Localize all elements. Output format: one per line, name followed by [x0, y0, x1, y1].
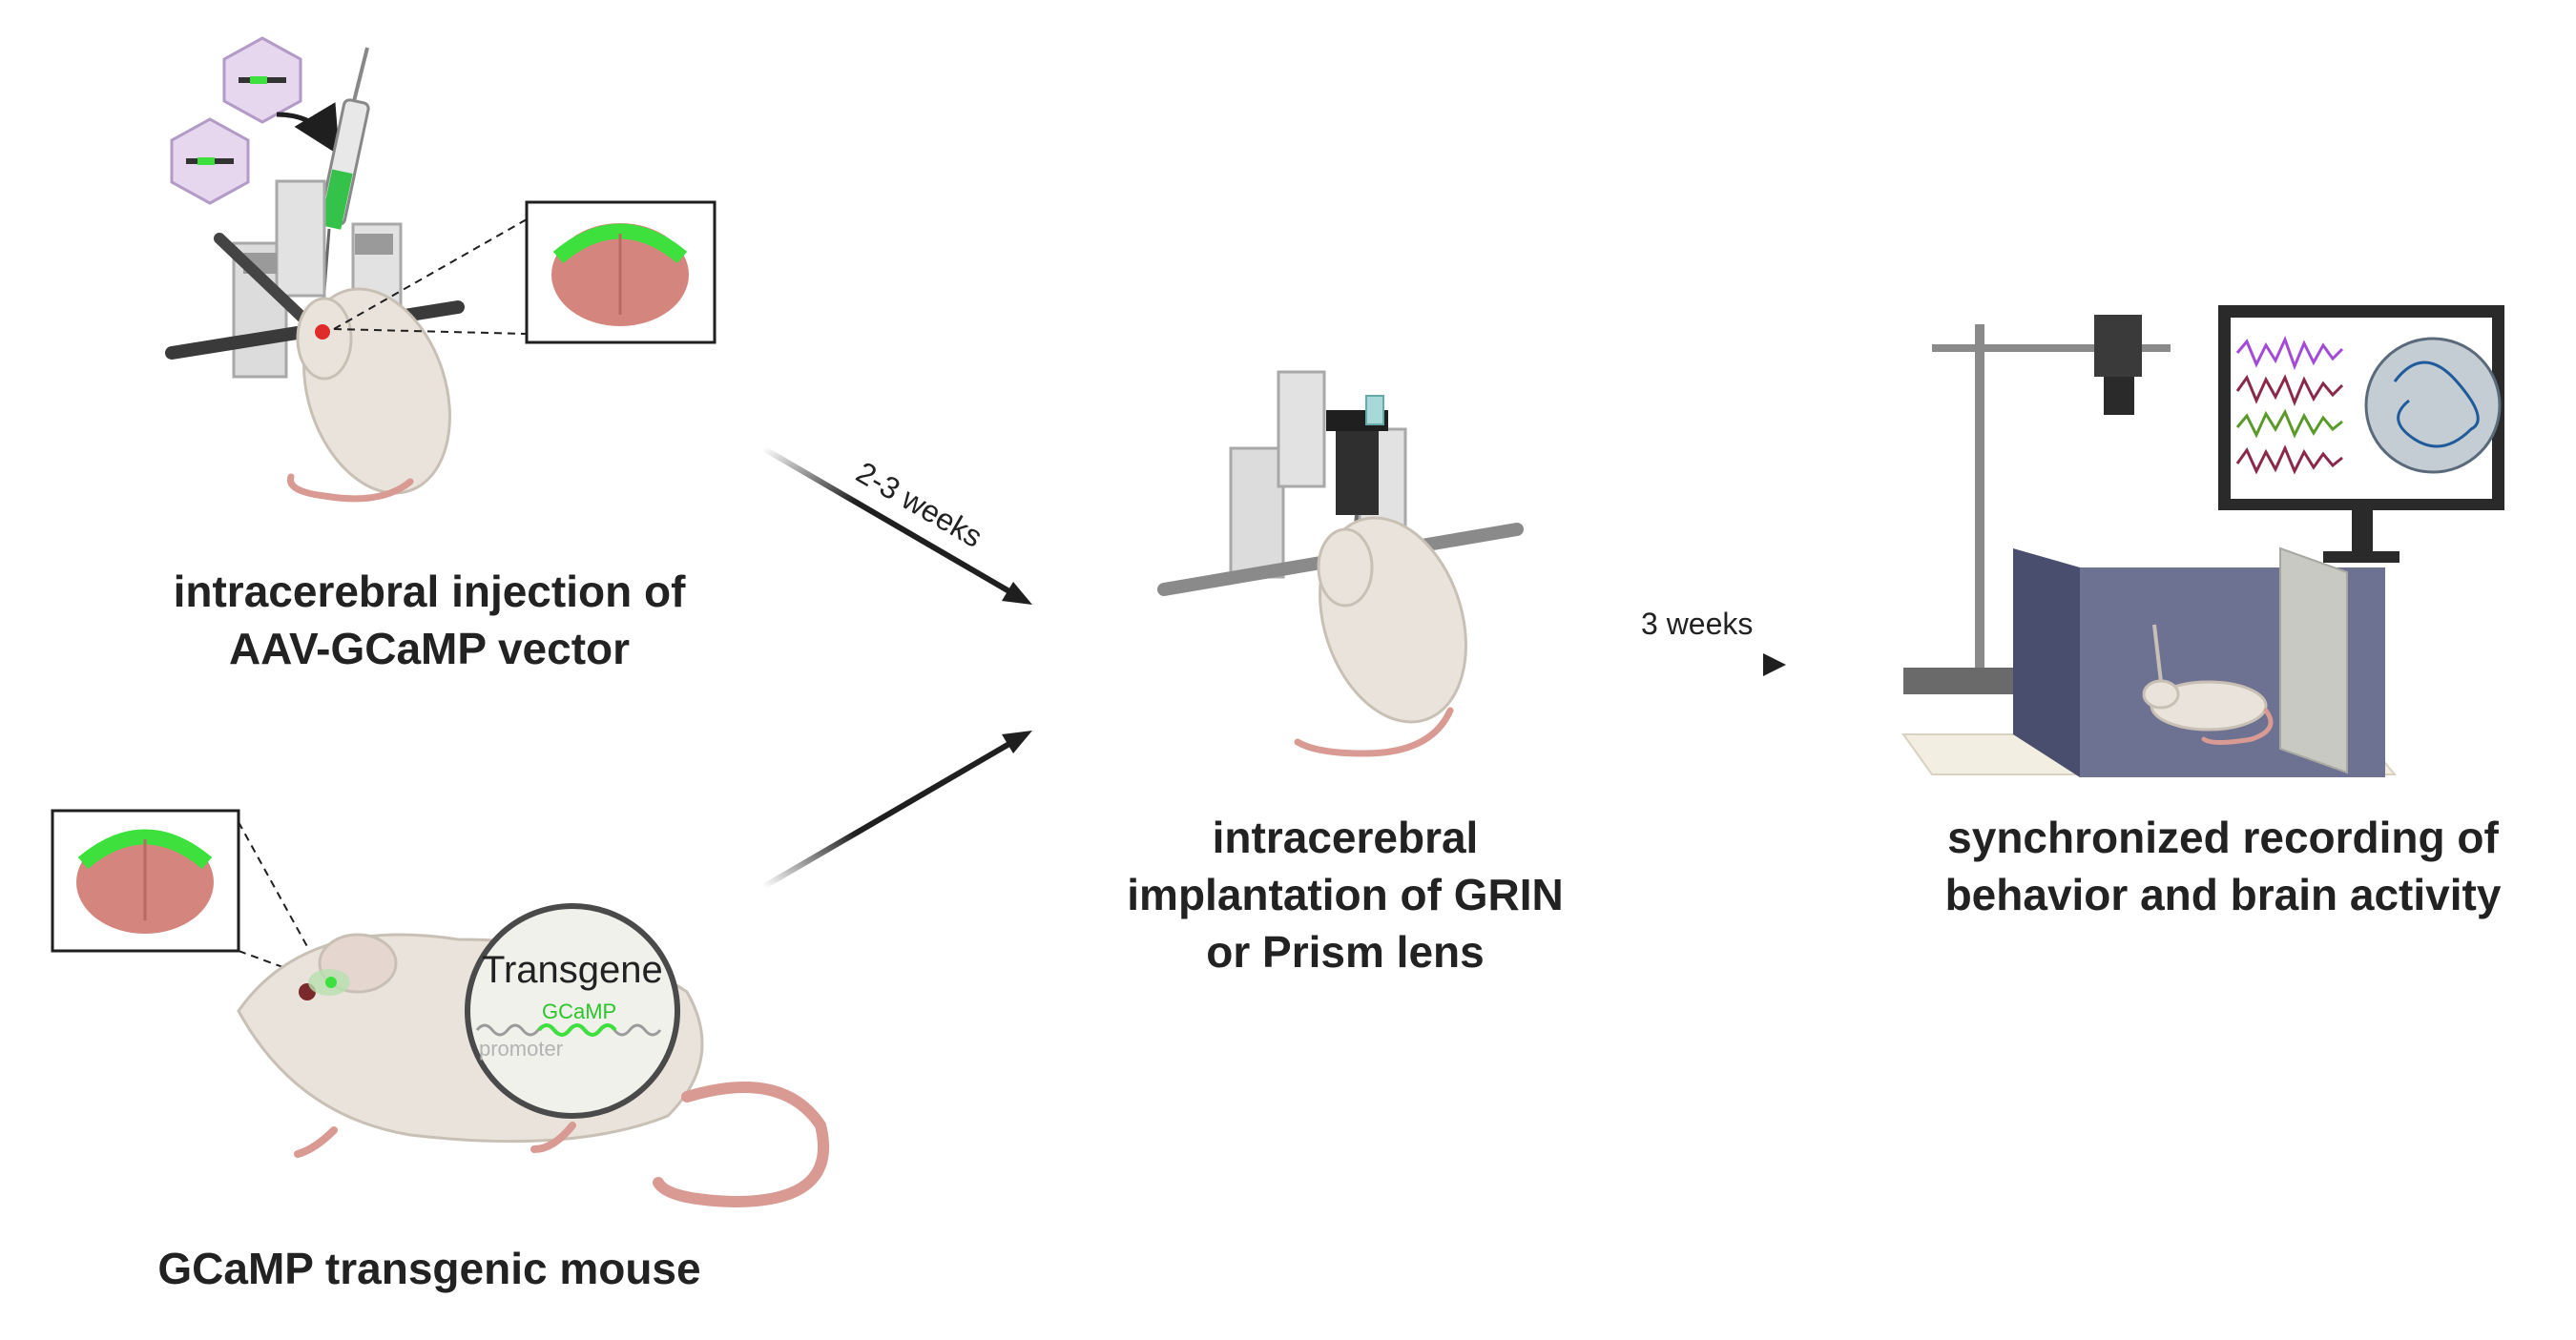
mouse-icon: [2142, 624, 2274, 745]
injection-illustration: [165, 36, 717, 503]
implantation-illustration: [1157, 370, 1524, 757]
mouse-icon: [286, 287, 451, 503]
brain-section-inset: [51, 809, 240, 953]
recording-illustration: [1901, 305, 2504, 777]
injection-caption: intracerebral injection of AAV-GCaMP vec…: [143, 563, 716, 677]
arrowhead-icon: [1763, 653, 1786, 676]
recording-caption-line1: synchronized recording of: [1947, 813, 2499, 862]
injection-caption-line1: intracerebral injection of: [173, 567, 686, 616]
arrow-to-implantation: [761, 732, 1028, 890]
promoter-label: promoter: [479, 1037, 563, 1061]
transgene-magnifier: Transgene GCaMP promoter: [465, 903, 680, 1119]
recording-caption: synchronized recording of behavior and b…: [1927, 809, 2519, 923]
implantation-caption-line1: intracerebral: [1212, 813, 1479, 862]
arrowhead-icon: [1002, 582, 1032, 605]
arrow-to-implantation: [761, 445, 1028, 604]
monitor-icon: [2218, 305, 2504, 563]
transgenic-caption: GCaMP transgenic mouse: [134, 1240, 725, 1297]
aav-capsid-icon: [170, 117, 250, 205]
injection-caption-line2: AAV-GCaMP vector: [228, 624, 631, 673]
curved-arrow-icon: [276, 102, 340, 155]
transgenic-illustration: Transgene GCaMP promoter: [51, 809, 830, 1208]
delay-label-3-weeks: 3 weeks: [1641, 607, 1754, 641]
implantation-caption: intracerebral implantation of GRIN or Pr…: [1097, 809, 1593, 980]
camera-icon: [2094, 315, 2142, 415]
aav-capsid-icon: [222, 36, 302, 124]
implantation-caption-line2: implantation of GRIN: [1127, 870, 1564, 919]
recording-caption-line2: behavior and brain activity: [1944, 870, 2502, 919]
transgenic-caption-line1: GCaMP transgenic mouse: [157, 1244, 701, 1293]
implantation-caption-line3: or Prism lens: [1206, 927, 1485, 977]
transgene-title: Transgene: [482, 949, 663, 991]
gcamp-gene-label: GCaMP: [542, 1000, 616, 1023]
arrowhead-icon: [1002, 731, 1032, 753]
brain-section-inset: [525, 200, 717, 344]
mouse-icon: [1294, 516, 1467, 757]
